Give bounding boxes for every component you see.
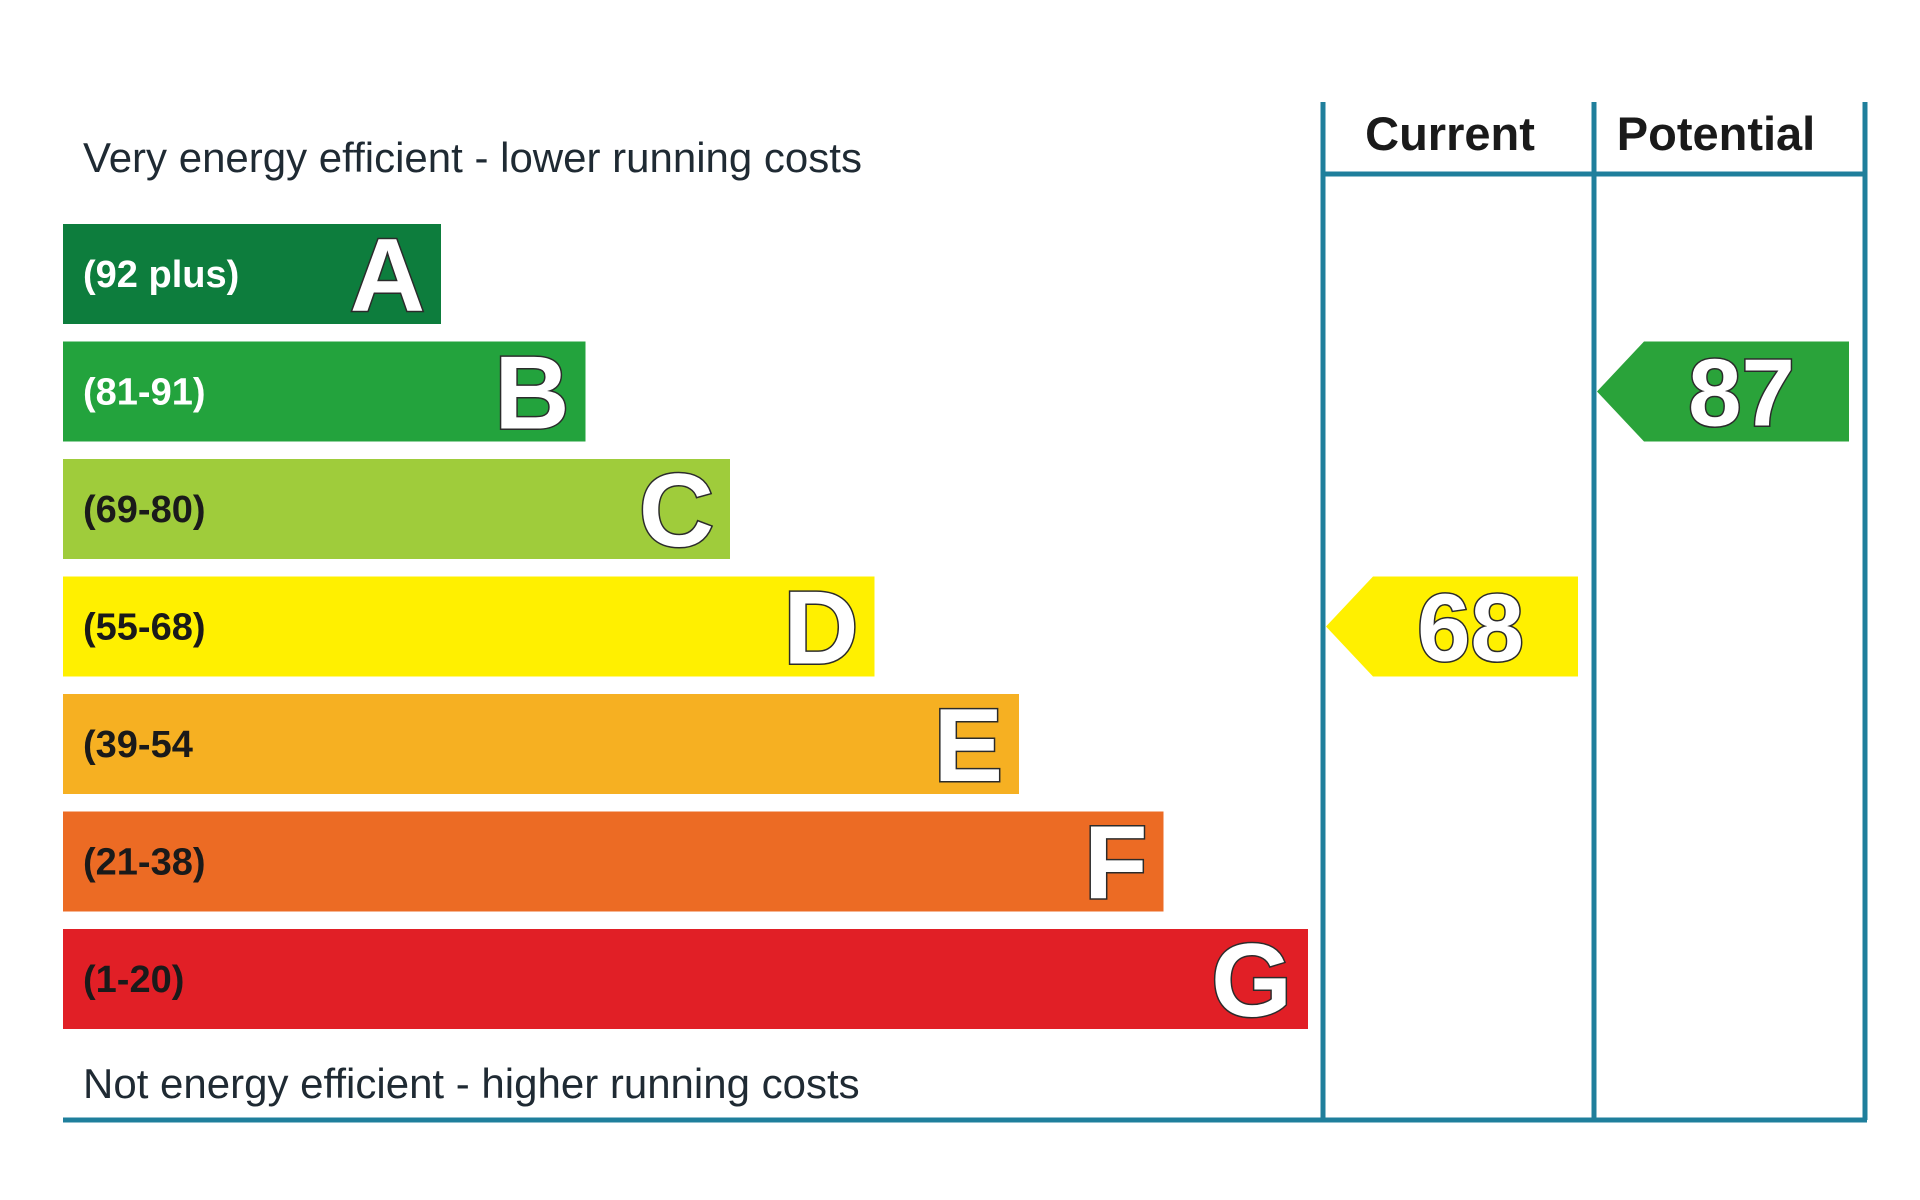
band-range-d: (55-68) xyxy=(83,607,206,649)
band-a: (92 plus) A xyxy=(63,217,441,336)
band-letter-d: D xyxy=(783,571,858,687)
band-bar-a xyxy=(63,224,441,324)
band-f: (21-38) F xyxy=(63,804,1164,923)
band-range-e: (39-54 xyxy=(83,724,193,766)
band-range-a: (92 plus) xyxy=(83,254,239,296)
current-rating-arrow-value: 68 xyxy=(1417,575,1524,682)
band-g: (1-20) G xyxy=(63,922,1308,1041)
current-rating-arrow-shape xyxy=(1326,576,1578,677)
rating-bands: (92 plus) A(81-91) B(69-80) C(55-68) D(39-54… xyxy=(63,217,1308,1041)
rating-arrows: 68 87 xyxy=(1326,338,1849,683)
band-bar-b xyxy=(63,341,586,442)
band-letter-b: B xyxy=(494,336,569,452)
band-letter-f: F xyxy=(1084,806,1148,922)
band-bar-c xyxy=(63,459,730,559)
current-rating-arrow: 68 xyxy=(1326,573,1578,683)
column-header-potential: Potential xyxy=(1617,107,1815,160)
band-letter-g: G xyxy=(1211,923,1292,1039)
potential-rating-arrow-value: 87 xyxy=(1688,340,1795,447)
band-range-b: (81-91) xyxy=(83,372,206,414)
top-caption: Very energy efficient - lower running co… xyxy=(83,134,862,181)
band-bar-g xyxy=(63,929,1308,1029)
band-d: (55-68) D xyxy=(63,569,875,688)
band-bar-e xyxy=(63,694,1019,794)
column-header-current: Current xyxy=(1365,107,1535,160)
band-range-f: (21-38) xyxy=(83,842,206,884)
band-letter-a: A xyxy=(350,218,425,334)
band-range-g: (1-20) xyxy=(83,959,184,1001)
potential-rating-arrow: 87 xyxy=(1597,338,1849,448)
band-bar-d xyxy=(63,576,875,677)
band-letter-e: E xyxy=(934,688,1003,804)
band-e: (39-54 E xyxy=(63,687,1019,806)
bottom-caption: Not energy efficient - higher running co… xyxy=(83,1060,860,1107)
band-b: (81-91) B xyxy=(63,334,586,453)
band-range-c: (69-80) xyxy=(83,489,206,531)
band-letter-c: C xyxy=(639,453,714,569)
band-c: (69-80) C xyxy=(63,452,730,571)
potential-rating-arrow-shape xyxy=(1597,341,1849,442)
band-bar-f xyxy=(63,811,1164,912)
chart-frame xyxy=(63,102,1868,1123)
